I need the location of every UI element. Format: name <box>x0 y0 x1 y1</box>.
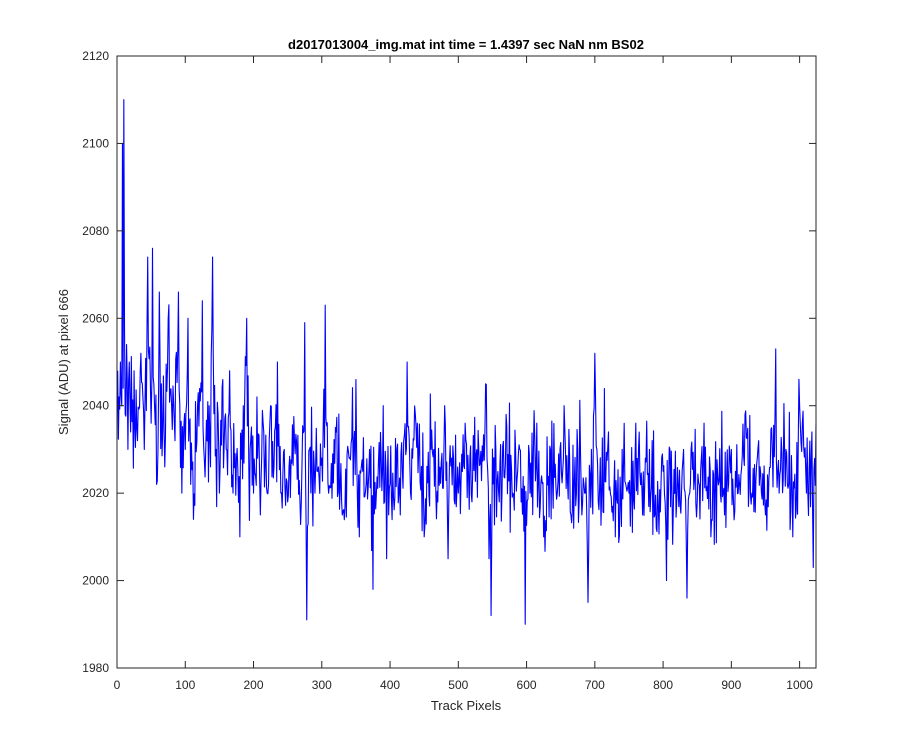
y-tick-label: 2060 <box>82 311 109 325</box>
y-tick-label: 2080 <box>82 224 109 238</box>
x-tick-label: 400 <box>380 678 400 692</box>
x-tick-label: 600 <box>517 678 537 692</box>
axes-box <box>116 55 817 669</box>
x-tick-label: 800 <box>653 678 673 692</box>
x-axis: 0 100 200 300 400 500 600 700 800 900 1000 <box>114 56 813 692</box>
x-axis-label: Track Pixels <box>431 698 502 713</box>
y-axis: 1980 2000 2020 2040 2060 2080 2100 2120 <box>82 49 816 675</box>
plot-background <box>117 56 816 668</box>
series-line <box>117 99 817 625</box>
x-tick-label: 500 <box>448 678 468 692</box>
x-tick-label: 900 <box>721 678 741 692</box>
x-tick-label: 0 <box>114 678 121 692</box>
x-tick-label: 1000 <box>786 678 813 692</box>
y-tick-label: 2040 <box>82 399 109 413</box>
y-tick-label: 2020 <box>82 486 109 500</box>
chart-title: d2017013004_img.mat int time = 1.4397 se… <box>288 37 644 52</box>
plot-lines <box>117 99 817 625</box>
x-tick-label: 200 <box>244 678 264 692</box>
y-tick-label: 2000 <box>82 574 109 588</box>
y-axis-label: Signal (ADU) at pixel 666 <box>56 289 71 435</box>
x-tick-label: 700 <box>585 678 605 692</box>
y-tick-label: 1980 <box>82 661 109 675</box>
y-tick-label: 2120 <box>82 49 109 63</box>
y-tick-label: 2100 <box>82 136 109 150</box>
x-tick-label: 300 <box>312 678 332 692</box>
x-tick-label: 100 <box>175 678 195 692</box>
